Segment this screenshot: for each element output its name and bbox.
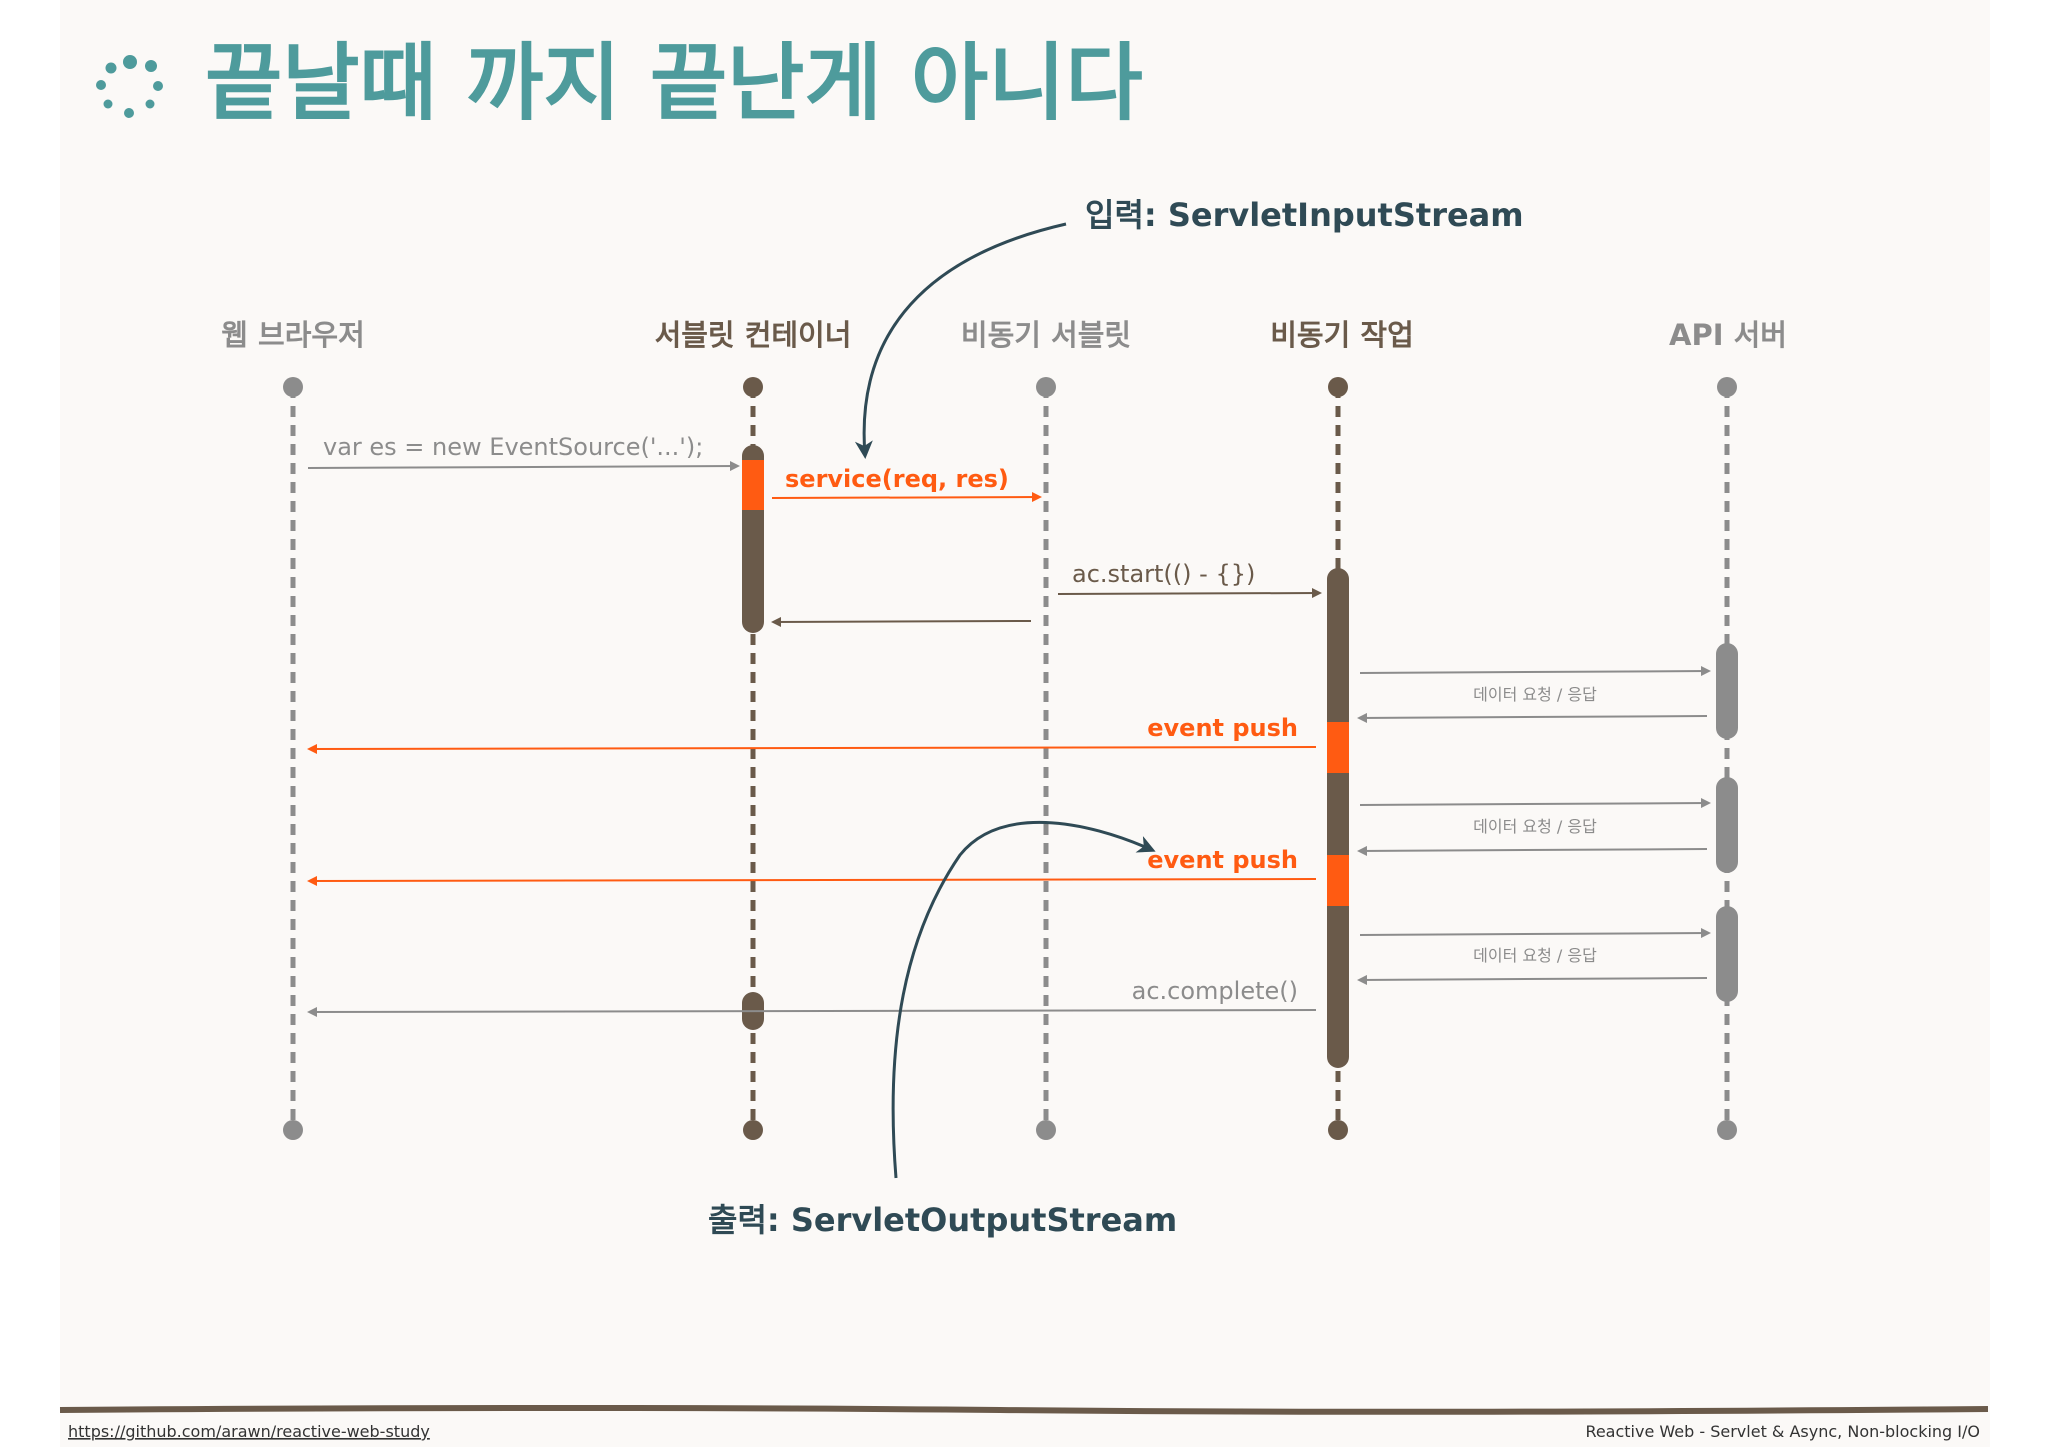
annotation-input-arrow (854, 222, 1067, 459)
arrow-ac-start (1057, 588, 1322, 599)
activation-api-server-3 (1716, 906, 1738, 1002)
annotation-output-arrow (891, 820, 1156, 1179)
arrow-api-response-1 (1357, 712, 1708, 723)
activation-service-highlight (742, 460, 764, 510)
arrow-api-response-2 (1357, 845, 1708, 856)
arrow-api-request-2 (1359, 798, 1711, 809)
message-api-3: 데이터 요청 / 응답 (1473, 946, 1597, 965)
slide-title: 끝날때 까지 끝난게 아니다 (205, 34, 1143, 132)
participant-api-server: API 서버 (1669, 318, 1787, 352)
arrow-event-source (307, 461, 740, 472)
message-api-1: 데이터 요청 / 응답 (1473, 685, 1597, 704)
slide-background (60, 0, 1990, 1447)
annotation-output: 출력: ServletOutputStream (708, 1201, 1177, 1239)
activation-api-server-2 (1716, 777, 1738, 873)
participant-web-browser: 웹 브라우저 (221, 318, 365, 352)
message-service: service(req, res) (785, 465, 1009, 493)
annotation-input: 입력: ServletInputStream (1085, 196, 1524, 234)
arrow-ac-complete (307, 1006, 1317, 1017)
activation-event-push-highlight-2 (1327, 855, 1349, 906)
arrow-service (771, 492, 1042, 503)
arrow-return-to-container (771, 616, 1032, 627)
participant-async-task: 비동기 작업 (1270, 318, 1414, 352)
message-ac-start: ac.start(() - {}) (1072, 560, 1255, 588)
arrow-event-push-2 (307, 875, 1317, 886)
message-event-push-1: event push (1147, 714, 1298, 742)
message-event-push-2: event push (1147, 846, 1298, 874)
participant-async-servlet: 비동기 서블릿 (961, 318, 1131, 352)
activation-event-push-highlight-1 (1327, 722, 1349, 773)
activation-api-server-1 (1716, 643, 1738, 739)
arrow-api-response-3 (1357, 974, 1708, 985)
footer-link[interactable]: https://github.com/arawn/reactive-web-st… (68, 1422, 430, 1441)
footer-divider (59, 1405, 1989, 1415)
arrow-api-request-1 (1359, 666, 1711, 677)
lifeline-end-dots (283, 1120, 1737, 1140)
footer-caption: Reactive Web - Servlet & Async, Non-bloc… (1585, 1422, 1980, 1441)
loader-icon (96, 55, 163, 118)
message-ac-complete: ac.complete() (1132, 977, 1298, 1005)
message-api-2: 데이터 요청 / 응답 (1473, 817, 1597, 836)
participant-servlet-container: 서블릿 컨테이너 (655, 318, 852, 352)
lifeline-start-dots (283, 377, 1737, 397)
arrow-api-request-3 (1359, 928, 1711, 939)
message-event-source: var es = new EventSource('...'); (323, 433, 703, 461)
activation-async-task (1327, 568, 1349, 1068)
arrow-event-push-1 (307, 743, 1317, 754)
